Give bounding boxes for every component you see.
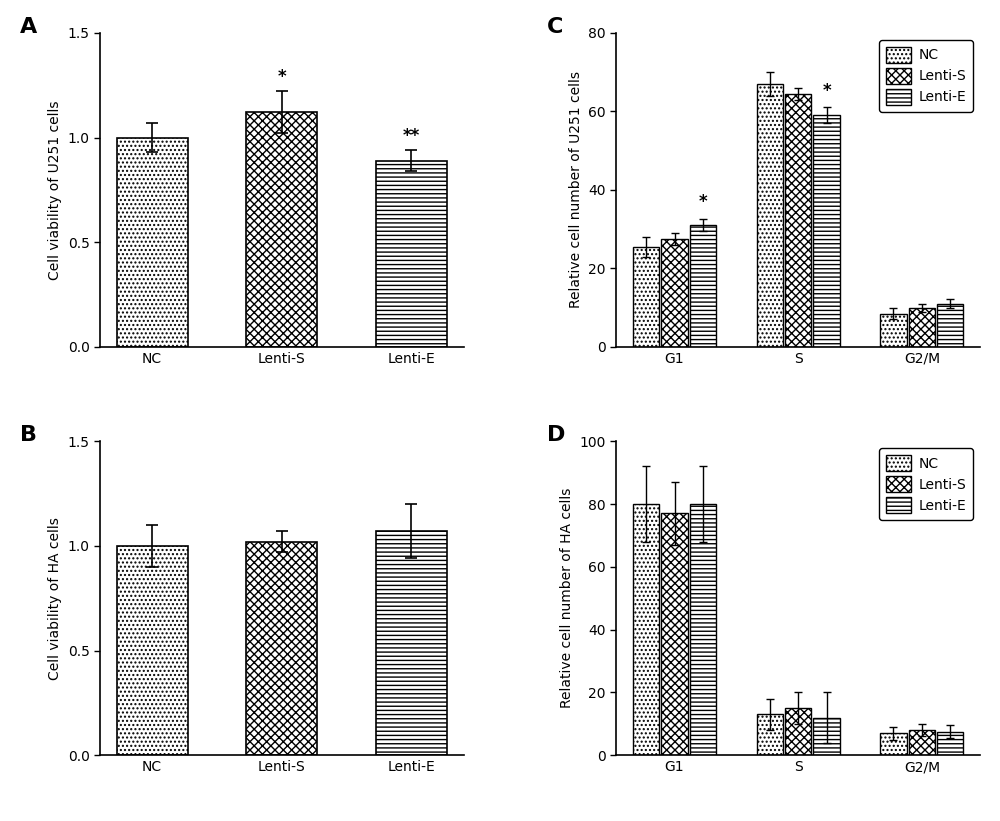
Bar <box>785 709 811 755</box>
Bar <box>937 732 963 755</box>
Legend: NC, Lenti-S, Lenti-E: NC, Lenti-S, Lenti-E <box>879 39 973 112</box>
Text: C: C <box>547 17 564 37</box>
Bar <box>246 112 317 347</box>
Bar <box>117 138 188 347</box>
Bar <box>757 714 783 755</box>
Text: **: ** <box>403 127 420 144</box>
Bar <box>813 115 840 347</box>
Bar <box>690 504 716 755</box>
Bar <box>690 225 716 347</box>
Text: *: * <box>278 68 286 86</box>
Y-axis label: Relative cell number of HA cells: Relative cell number of HA cells <box>560 488 574 709</box>
Bar <box>880 733 907 755</box>
Text: *: * <box>822 81 831 99</box>
Bar <box>633 247 659 347</box>
Text: A: A <box>20 17 37 37</box>
Bar <box>909 308 935 347</box>
Bar <box>757 84 783 347</box>
Bar <box>661 239 688 347</box>
Bar <box>246 542 317 755</box>
Bar <box>633 504 659 755</box>
Y-axis label: Cell viability of U251 cells: Cell viability of U251 cells <box>48 100 62 280</box>
Text: D: D <box>547 425 566 446</box>
Bar <box>909 730 935 755</box>
Bar <box>661 513 688 755</box>
Bar <box>785 94 811 347</box>
Text: B: B <box>20 425 37 446</box>
Bar <box>813 718 840 755</box>
Bar <box>937 304 963 347</box>
Bar <box>880 314 907 347</box>
Bar <box>117 546 188 755</box>
Legend: NC, Lenti-S, Lenti-E: NC, Lenti-S, Lenti-E <box>879 448 973 520</box>
Bar <box>376 161 447 347</box>
Y-axis label: Relative cell number of U251 cells: Relative cell number of U251 cells <box>569 71 583 309</box>
Bar <box>376 531 447 755</box>
Text: *: * <box>699 194 707 212</box>
Y-axis label: Cell viability of HA cells: Cell viability of HA cells <box>48 517 62 680</box>
